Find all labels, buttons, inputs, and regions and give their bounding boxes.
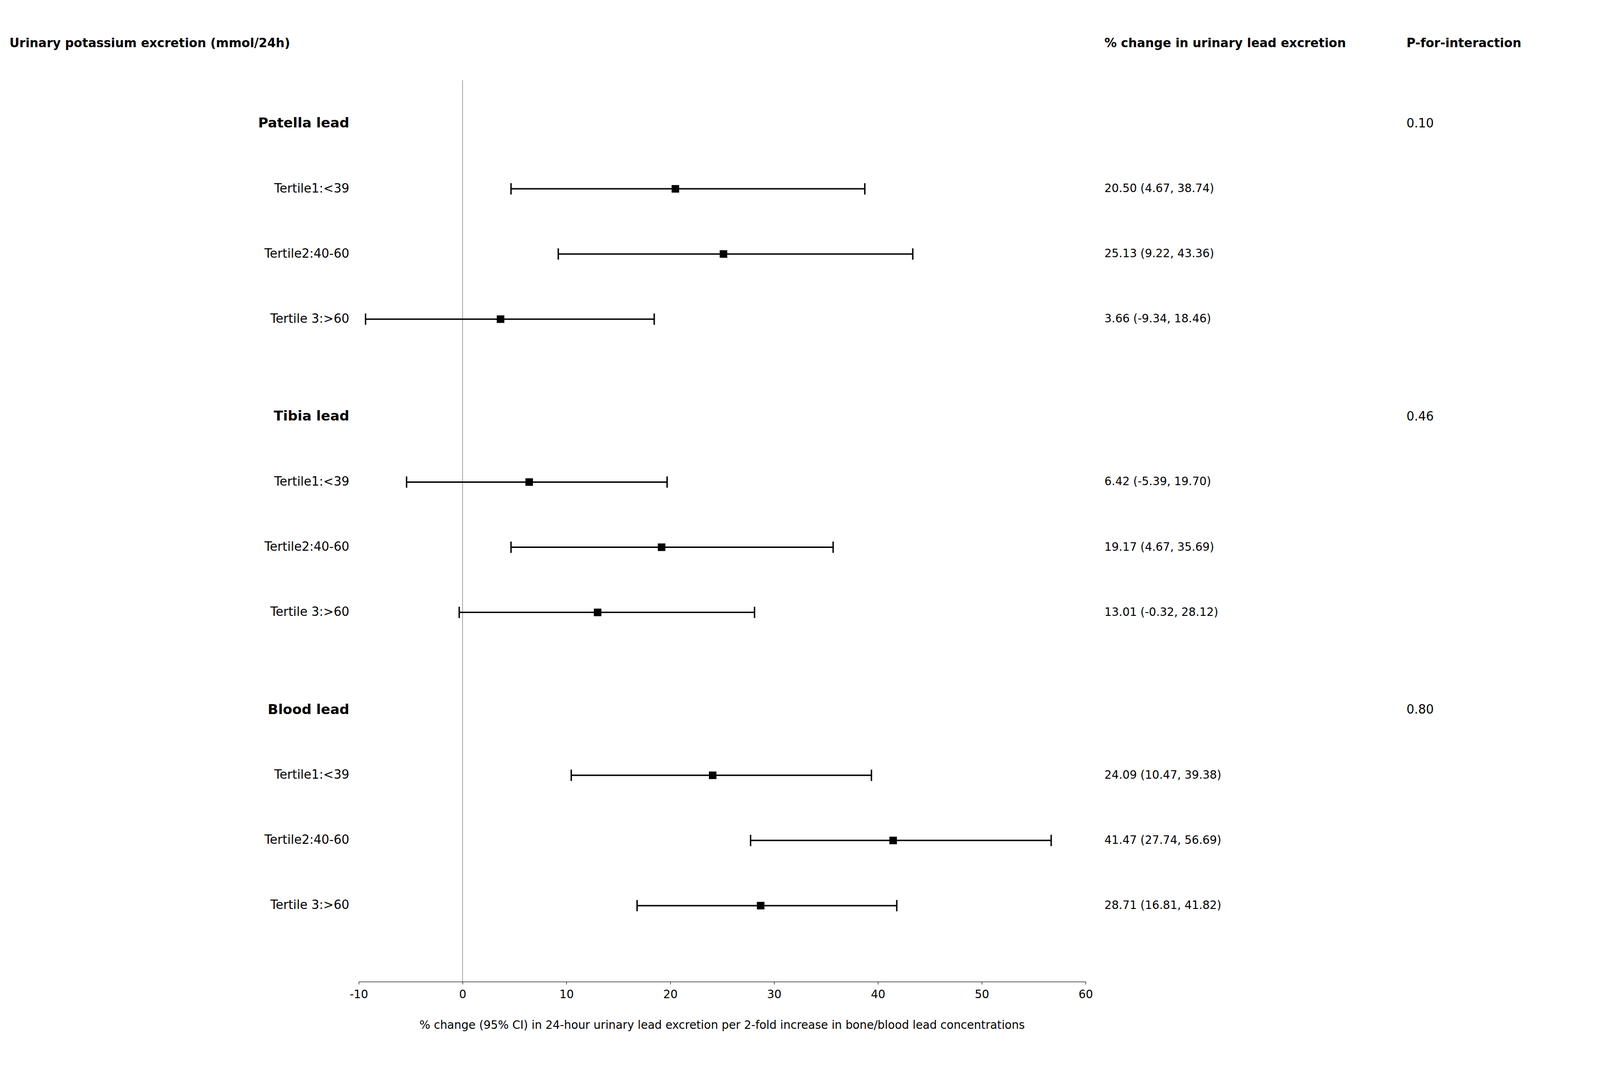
x-tick-label: 40 [870,987,886,1002]
column-title: % change in urinary lead excretion [1104,35,1347,51]
ci-text: 25.13 (9.22, 43.36) [1104,246,1214,261]
row-label: Tertile 3:>60 [269,311,350,326]
ci-cap-high [896,900,898,912]
x-tick: 60 [1078,981,1094,1002]
row-label: Tertile2:40-60 [263,246,350,261]
ci-cap-high [911,248,914,260]
estimate-marker [593,608,602,617]
ci-cap-high [864,183,866,195]
ci-text: 24.09 (10.47, 39.38) [1104,768,1222,782]
ci-cap-low [364,313,367,325]
estimate-marker [657,543,666,552]
row-label: Tertile2:40-60 [263,539,350,554]
x-tick: -10 [349,981,369,1002]
x-axis-title: % change (95% CI) in 24-hour urinary lea… [419,1018,1025,1032]
x-tick-label: 50 [974,987,990,1002]
row-label: Tertile2:40-60 [263,832,350,847]
row-label: Tertile1:<39 [273,767,350,782]
ci-cap-low [636,900,638,912]
estimate-marker [496,315,505,323]
x-axis: -10 0 10 20 30 40 50 60 [349,981,1094,1002]
x-tick: 0 [459,981,467,1002]
ci-cap-low [458,606,460,619]
x-tick: 10 [559,981,574,1002]
estimate-marker [708,771,717,780]
ci-cap-high [870,769,873,782]
ci-cap-low [570,769,573,782]
ci-cap-low [510,183,512,195]
ci-line [406,481,667,483]
ci-text: 3.66 (-9.34, 18.46) [1104,311,1212,326]
x-tick-label: 30 [766,987,782,1002]
ci-line [511,546,834,548]
ci-line [365,318,655,320]
ci-cap-low [557,248,559,260]
x-tick-mark [877,981,879,985]
x-tick-mark [566,981,567,985]
row-label: Tertile1:<39 [273,181,350,196]
column-title: Urinary potassium excretion (mmol/24h) [9,35,291,51]
x-tick-label: 0 [459,987,467,1002]
ci-cap-low [749,834,752,847]
ci-cap-high [666,476,668,488]
ci-cap-high [832,541,834,554]
row-label: Tertile 3:>60 [269,604,350,619]
x-tick-label: 20 [663,987,678,1002]
x-tick-mark [774,981,775,985]
x-tick-mark [1085,981,1087,985]
p-interaction: 0.10 [1406,116,1434,131]
chart: Urinary potassium excretion (mmol/24h) % … [0,0,1600,1085]
ci-text: 13.01 (-0.32, 28.12) [1104,605,1219,619]
row-label: Tertile 3:>60 [269,897,350,912]
p-interaction: 0.80 [1406,702,1434,717]
ci-cap-low [405,476,408,488]
ci-text: 19.17 (4.67, 35.69) [1104,540,1214,554]
ci-text: 20.50 (4.67, 38.74) [1104,181,1214,195]
x-tick: 40 [870,981,886,1002]
reference-line [462,80,464,982]
ci-line [558,253,913,255]
x-axis-line [359,982,1087,986]
ci-line [750,839,1052,842]
ci-line [511,188,866,190]
ci-line [571,774,872,776]
x-tick-mark [670,981,671,985]
x-tick-mark [462,981,464,985]
x-tick: 20 [663,981,678,1002]
ci-cap-high [753,606,756,619]
estimate-marker [889,836,897,845]
ci-line [459,611,755,614]
x-tick-mark [358,981,360,985]
x-tick-label: 60 [1078,987,1094,1002]
estimate-marker [525,478,533,486]
ci-cap-high [653,313,656,325]
p-interaction: 0.46 [1406,409,1434,424]
estimate-marker [757,901,765,910]
ci-text: 6.42 (-5.39, 19.70) [1104,474,1212,489]
plot-marks [365,80,1052,982]
column-title: P-for-interaction [1406,35,1522,51]
x-tick: 50 [974,981,990,1002]
x-tick: 30 [766,981,782,1002]
x-tick-label: 10 [559,987,574,1002]
ci-line [637,904,897,907]
labels: Patella lead 0.10 Tertile1:<39 20.50 (4.67,… [258,114,1434,912]
x-tick-label: -10 [349,987,369,1002]
ci-cap-high [1050,834,1053,847]
group-name: Patella lead [258,114,350,131]
group-name: Tibia lead [273,407,350,424]
ci-cap-low [510,541,512,554]
group-name: Blood lead [267,701,350,718]
estimate-marker [671,185,680,193]
x-tick-mark [981,981,983,985]
ci-text: 41.47 (27.74, 56.69) [1104,833,1222,847]
row-label: Tertile1:<39 [273,474,350,489]
estimate-marker [719,250,728,258]
ci-text: 28.71 (16.81, 41.82) [1104,898,1222,912]
